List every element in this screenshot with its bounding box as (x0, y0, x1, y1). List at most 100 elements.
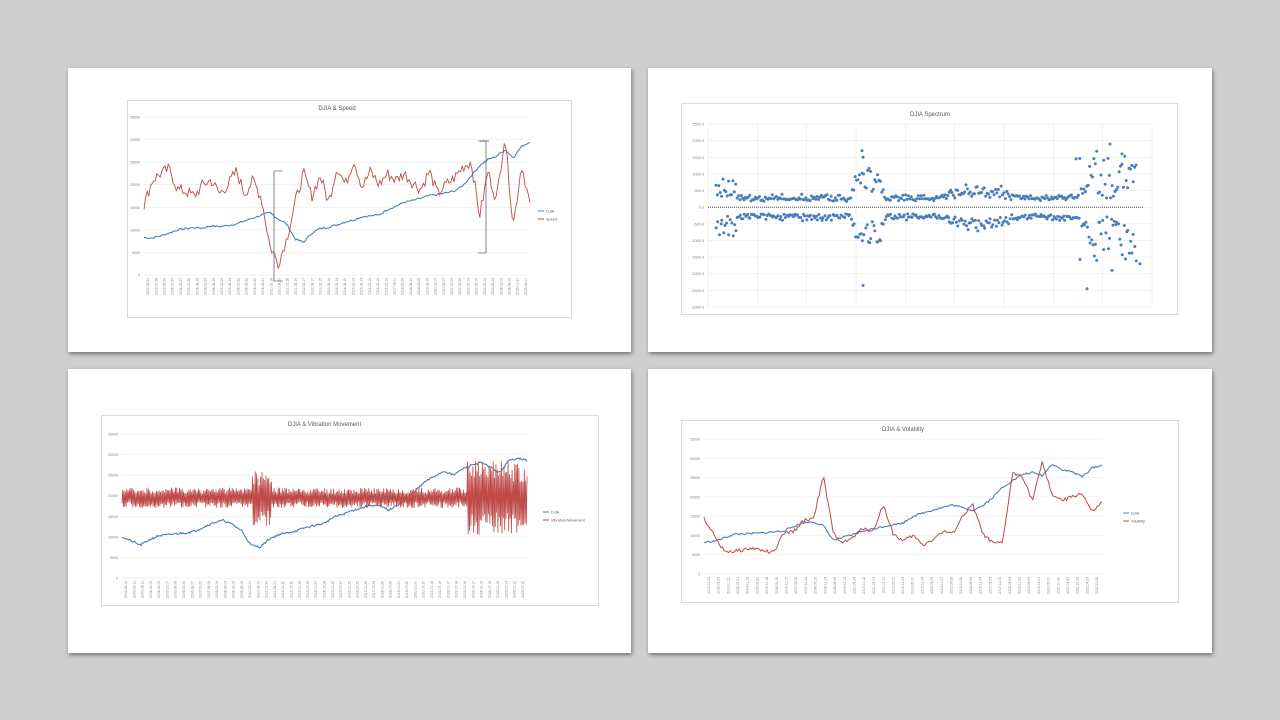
scatter-point (932, 199, 936, 203)
x-tick-label: 2006.08.07 (190, 581, 194, 598)
scatter-point (1103, 182, 1107, 186)
scatter-point (990, 225, 994, 229)
scatter-point (1091, 175, 1094, 179)
scatter-point (714, 226, 718, 230)
y-tick-label: 15000 (108, 515, 118, 519)
x-tick-label: 2023.01.16 (463, 581, 467, 598)
x-tick-label: 2003.05.23 (717, 577, 721, 594)
x-tick-label: 2016.05.06 (969, 577, 973, 594)
x-tick-label: 2015.01.26 (331, 581, 335, 598)
scatter-point (808, 213, 812, 217)
x-tick-label: 2025.01.31 (516, 278, 520, 295)
x-tick-label: 2003.11.21 (726, 577, 730, 594)
scatter-point (892, 217, 896, 221)
scatter-point (828, 214, 832, 218)
legend-label: DJIA (551, 511, 560, 515)
scatter-point (973, 192, 976, 196)
scatter-point (835, 213, 839, 217)
x-tick-label: 2006.02.24 (204, 278, 208, 295)
y-tick-label: 15000 (130, 206, 140, 210)
x-tick-label: 2007.08.24 (228, 278, 232, 295)
scatter-point (1008, 195, 1012, 199)
scatter-point (970, 217, 974, 221)
scatter-point (943, 193, 947, 197)
scatter-point (782, 212, 786, 216)
x-tick-label: 2010.11.12 (862, 577, 866, 594)
scatter-point (922, 193, 926, 197)
x-tick-label: 2008.02.04 (215, 581, 219, 598)
scatter-point (1126, 228, 1130, 232)
scatter-point (762, 199, 766, 203)
x-tick-label: 2004.08.27 (179, 278, 183, 295)
scatter-point (1129, 239, 1133, 243)
y-tick-label: 10000 (130, 228, 140, 232)
scatter-point (870, 189, 874, 193)
scatter-point (897, 199, 901, 203)
scatter-point (974, 226, 978, 230)
series-line-djia (122, 456, 528, 549)
scatter-point (937, 214, 941, 217)
scatter-point (1043, 215, 1047, 219)
slide-volatility: DJIA & Volatility 0 5000 10000 15000 20000 250… (648, 369, 1212, 653)
x-tick-label: 2006.08.25 (212, 278, 216, 295)
scatter-point (835, 198, 839, 202)
x-tick-label: 2014.11.07 (940, 577, 944, 594)
scatter-point (876, 240, 880, 244)
x-tick-label: 2012.05.11 (891, 577, 895, 594)
x-tick-label: 2016.01.25 (347, 581, 351, 598)
scatter-point (805, 218, 809, 222)
scatter-point (947, 216, 951, 220)
y-tick-label: 1000.0 (692, 172, 704, 176)
scatter-point (1095, 258, 1099, 262)
x-tick-label: 2004.08.09 (157, 581, 161, 598)
x-tick-label: 2016.07.25 (356, 581, 360, 598)
scatter-point (825, 193, 829, 197)
y-tick-label: 30000 (130, 138, 140, 142)
scatter-point (1098, 190, 1101, 194)
scatter-point (925, 215, 929, 219)
y-tick-label: -2000.0 (691, 272, 704, 276)
y-tick-label: 20000 (108, 494, 118, 498)
y-tick-label: 20000 (690, 495, 700, 499)
scatter-point (1079, 187, 1083, 191)
x-tick-label: 2022.01.17 (446, 581, 450, 598)
scatter-point (918, 197, 922, 201)
x-tick-label: 2002.08.12 (124, 581, 128, 598)
chart-spectrum: DJIA Spectrum -3000.0 -2500.0 -2000.0 -1500.… (681, 103, 1178, 315)
scatter-point (998, 216, 1002, 219)
scatter-point (1036, 214, 1040, 218)
scatter-point (1085, 225, 1089, 229)
scatter-point (983, 226, 987, 230)
y-tick-label: 35000 (108, 433, 118, 437)
scatter-point (1056, 214, 1060, 218)
x-tick-label: 2015.07.27 (339, 581, 343, 598)
scatter-point (874, 180, 878, 184)
scatter-point (832, 199, 836, 203)
scatter-point (953, 196, 957, 200)
x-tick-label: 2006.05.19 (775, 577, 779, 594)
scatter-point (988, 217, 992, 221)
y-tick-label: 1500.0 (692, 156, 704, 160)
scatter-point (1111, 223, 1115, 227)
scatter-point (772, 214, 776, 218)
chart-spectrum-svg: DJIA Spectrum -3000.0 -2500.0 -2000.0 -1500.… (691, 112, 1153, 310)
scatter-point (1108, 142, 1112, 146)
scatter-point (951, 193, 955, 197)
scatter-point (862, 172, 865, 176)
scatter-point (995, 218, 999, 222)
scatter-point (845, 199, 849, 203)
x-tick-label: 2023.02.03 (483, 278, 487, 295)
scatter-point (1101, 218, 1105, 222)
scatter-point (734, 229, 738, 233)
scatter-point (1115, 220, 1118, 224)
scatter-point (1119, 243, 1123, 247)
x-tick-label: 2021.01.18 (430, 581, 434, 598)
y-tick-label: -1500.0 (691, 256, 704, 260)
scatter-point (1128, 167, 1132, 171)
scatter-point (902, 213, 906, 217)
scatter-point (1023, 213, 1027, 217)
scatter-point (1069, 193, 1073, 197)
scatter-point (1133, 165, 1137, 169)
scatter-point (1048, 197, 1052, 201)
scatter-point (860, 239, 864, 243)
